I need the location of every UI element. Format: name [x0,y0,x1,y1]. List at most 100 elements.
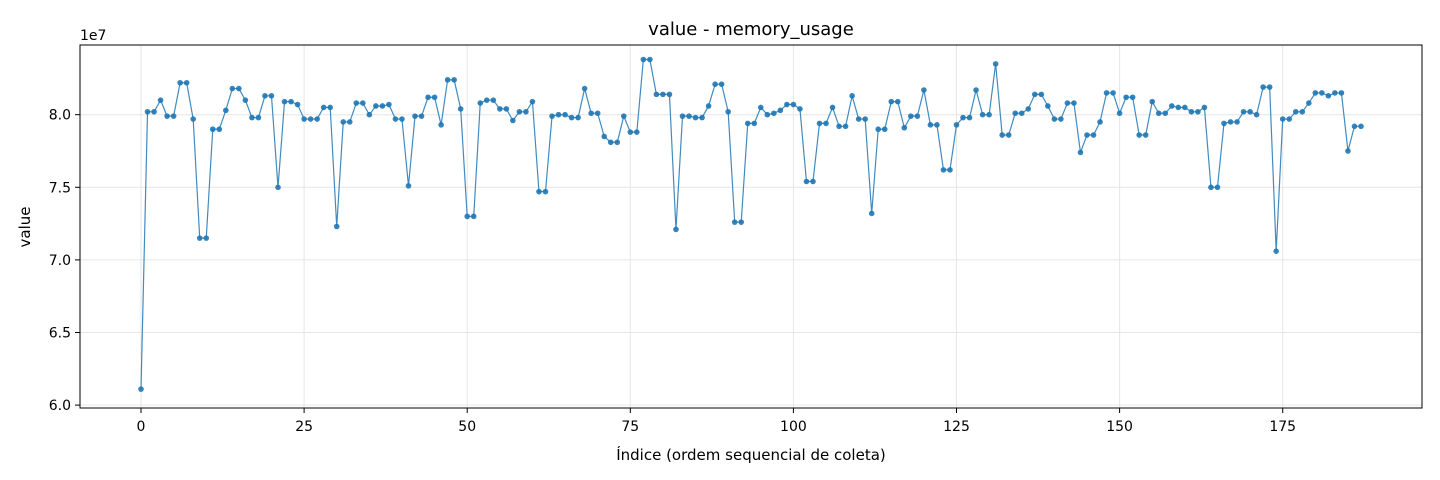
data-point [1266,84,1273,90]
data-point [868,210,875,217]
data-point [1142,132,1149,138]
data-point [1345,148,1351,154]
data-point [894,98,901,105]
data-point [914,113,921,119]
data-point [699,114,705,121]
data-point [1038,91,1045,98]
data-point [620,113,627,119]
data-point [634,129,640,135]
data-point [555,111,562,118]
data-point [412,113,418,119]
plot-frame [79,44,1423,409]
data-point [679,113,686,119]
data-point [666,91,673,98]
data-point [340,119,347,125]
data-point [1201,104,1208,111]
y-offset-label: 1e7 [80,28,106,44]
data-point [1221,120,1227,127]
data-point [901,124,908,131]
data-point [281,98,288,105]
x-tick-label: 125 [943,419,970,435]
data-point [927,122,934,128]
data-point [1351,123,1358,130]
data-point [660,91,666,98]
data-point [1312,90,1319,96]
x-tick-label: 25 [295,419,313,435]
data-point [1031,91,1038,98]
data-point [346,119,353,125]
y-tick-label: 8.0 [49,108,71,124]
x-tick-label: 175 [1269,419,1296,435]
data-point [1208,184,1214,191]
data-point [921,87,927,93]
data-point [392,116,399,122]
x-tick-label: 50 [458,419,476,435]
data-point [940,167,947,173]
data-point [523,108,529,115]
data-point [803,178,810,185]
data-point [1077,149,1084,156]
data-point [588,110,594,117]
data-point [1247,108,1253,115]
data-point [444,77,451,83]
x-tick-label: 150 [1106,419,1133,435]
data-point [431,94,438,101]
y-tick-label: 7.5 [49,180,71,196]
data-point [764,111,771,118]
data-point [1005,132,1012,138]
y-tick-label: 6.5 [49,325,71,341]
data-point [542,188,549,195]
data-point [614,139,621,146]
data-point [497,106,503,112]
data-point [1071,100,1077,106]
data-point [862,116,868,122]
data-point [686,113,692,119]
data-point [973,87,979,93]
data-point [1286,116,1293,122]
data-point [836,123,842,130]
data-point [1227,119,1234,125]
data-point [568,114,575,121]
data-point [816,120,823,127]
data-point [1097,119,1103,125]
data-point [529,98,536,105]
data-point [1260,84,1266,90]
data-point [1136,132,1142,138]
data-point [1319,90,1325,96]
data-point [1253,111,1260,118]
data-point [849,93,855,99]
data-point [751,120,758,127]
data-point [1155,110,1162,117]
data-point [438,122,444,128]
data-point [236,85,242,92]
data-point [744,120,751,127]
data-point [757,104,764,111]
data-point [1084,132,1090,138]
data-point [947,167,953,173]
data-point [875,126,882,133]
data-point [223,107,229,114]
data-point [1025,106,1032,112]
data-point [1358,123,1364,130]
data-point [510,117,516,124]
y-tick-label: 7.0 [49,253,71,269]
data-point [1051,116,1058,122]
data-point [196,235,203,241]
x-tick-label: 75 [621,419,639,435]
data-point [1064,100,1071,106]
data-point [503,106,510,112]
data-point [164,113,170,119]
data-point [1012,110,1019,117]
data-point [797,106,803,112]
data-point [627,129,634,135]
data-point [268,93,275,99]
data-point [255,114,262,121]
data-point [1234,119,1240,125]
data-point [405,183,412,189]
data-point [1162,110,1169,117]
data-point [483,97,490,103]
data-point [1338,90,1345,96]
data-point [934,122,940,128]
data-point [157,97,164,103]
